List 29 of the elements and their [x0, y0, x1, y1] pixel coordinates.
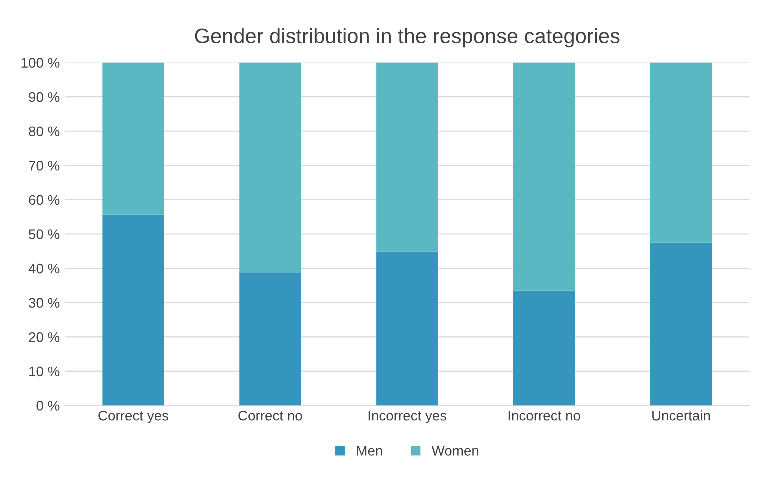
- y-tick-label: 40 %: [28, 264, 60, 274]
- y-tick-label: 90 %: [29, 92, 60, 102]
- y-tick-label: 30 %: [29, 298, 60, 308]
- x-tick-label: Incorrect yes: [368, 411, 447, 424]
- y-tick-label: 70 %: [29, 161, 60, 171]
- y-tick-label: 50 %: [29, 230, 60, 240]
- legend-label: Women: [432, 446, 478, 456]
- bar: [650, 62, 712, 243]
- y-tick-label: 0 %: [36, 401, 60, 411]
- y-tick-label: 10 %: [30, 366, 60, 377]
- y-tick-label: 80 %: [29, 126, 60, 137]
- bar: [240, 62, 302, 273]
- bar: [376, 252, 438, 406]
- legend-label: Men: [357, 446, 382, 456]
- x-tick-label: Correct no: [238, 410, 302, 421]
- y-tick-label: 60 %: [29, 195, 60, 206]
- x-tick-label: Correct yes: [98, 410, 168, 424]
- y-tick-label: 100 %: [22, 58, 60, 68]
- bar: [102, 62, 164, 215]
- bar: [513, 290, 576, 406]
- bar: [650, 242, 712, 406]
- bar: [513, 62, 576, 291]
- x-tick-label: Uncertain: [652, 410, 710, 421]
- y-tick-label: 20 %: [29, 332, 60, 342]
- bar: [102, 214, 164, 406]
- bar: [376, 62, 438, 252]
- bar: [240, 272, 302, 406]
- chart-title: Gender distribution in the response categories: [195, 28, 620, 48]
- x-tick-label: Incorrect no: [508, 411, 580, 421]
